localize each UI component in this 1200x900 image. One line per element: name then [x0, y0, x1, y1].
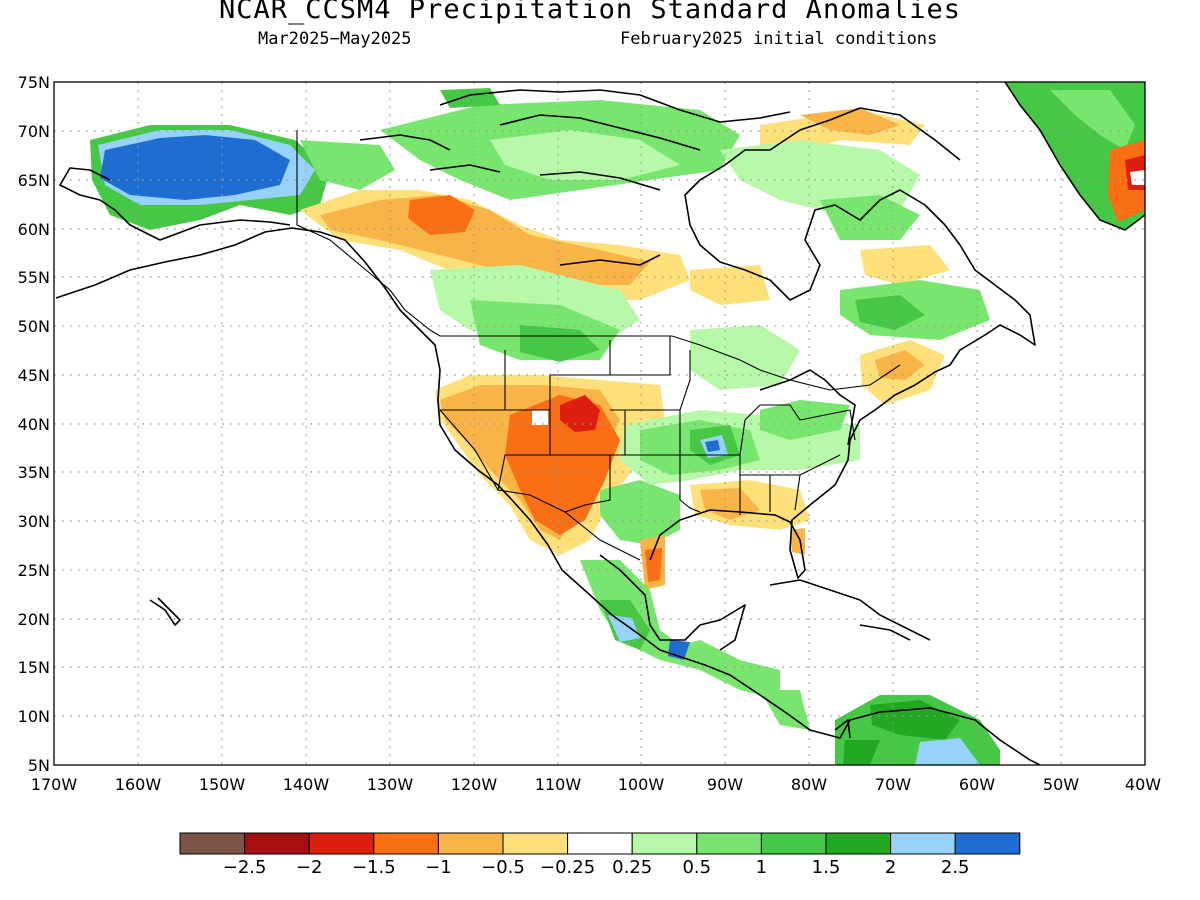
- colorbar-swatch: [308, 832, 375, 855]
- colorbar-label: −1: [425, 857, 452, 878]
- lon-label: 70W: [875, 775, 911, 794]
- colorbar-label: −1.5: [352, 857, 396, 878]
- colorbar-swatch: [825, 832, 892, 855]
- lat-label: 5N: [28, 756, 50, 775]
- colorbar-label: 1.5: [812, 857, 841, 878]
- lon-label: 160W: [115, 775, 162, 794]
- lat-label: 75N: [18, 73, 50, 92]
- lat-label: 60N: [18, 220, 50, 239]
- map-title: NCAR_CCSM4 Precipitation Standard Anomal…: [219, 0, 961, 25]
- colorbar-swatch: [567, 832, 633, 855]
- lat-label: 15N: [18, 658, 50, 677]
- colorbar-label: −0.5: [481, 857, 525, 878]
- lat-label: 55N: [18, 268, 50, 287]
- colorbar-label: 0.25: [612, 857, 652, 878]
- initial-conditions: February2025 initial conditions: [620, 29, 938, 49]
- colorbar-label: 2.5: [941, 857, 970, 878]
- colorbar-label: −2.5: [223, 857, 267, 878]
- lat-label: 65N: [18, 171, 50, 190]
- graticule: [54, 82, 1145, 765]
- lat-label: 45N: [18, 366, 50, 385]
- lon-label: 100W: [618, 775, 665, 794]
- colorbar-swatch: [373, 832, 439, 855]
- lat-label: 30N: [18, 512, 50, 531]
- lon-label: 110W: [535, 775, 582, 794]
- colorbar: −2.5 −2 −1.5 −1 −0.5 −0.25 0.25 0.5 1 1.5 2 2.5: [179, 832, 1021, 878]
- lat-label: 70N: [18, 122, 50, 141]
- map-frame: [53, 81, 1146, 766]
- longitude-labels: 170W 160W 150W 140W 130W 120W 110W 100W …: [31, 775, 1161, 794]
- lon-label: 60W: [959, 775, 995, 794]
- lat-label: 10N: [18, 707, 50, 726]
- lon-label: 40W: [1125, 775, 1161, 794]
- latitude-labels: 75N 70N 65N 60N 55N 50N 45N 40N 35N 30N …: [18, 73, 50, 775]
- coastlines: [55, 82, 1145, 765]
- colorbar-swatch: [244, 832, 310, 855]
- colorbar-swatch: [954, 832, 1021, 855]
- lat-label: 25N: [18, 561, 50, 580]
- colorbar-swatch: [760, 832, 827, 855]
- lon-label: 130W: [367, 775, 414, 794]
- colorbar-swatch: [696, 832, 762, 855]
- lon-label: 170W: [31, 775, 78, 794]
- colorbar-label: −0.25: [540, 857, 595, 878]
- colorbar-swatch: [437, 832, 504, 855]
- anomaly-field: [90, 82, 1145, 765]
- political-borders: [296, 130, 901, 561]
- colorbar-swatch: [890, 832, 956, 855]
- lon-label: 90W: [707, 775, 743, 794]
- colorbar-label: 2: [885, 857, 896, 878]
- colorbar-label: −2: [296, 857, 323, 878]
- lon-label: 150W: [199, 775, 246, 794]
- lat-label: 35N: [18, 463, 50, 482]
- lat-label: 40N: [18, 415, 50, 434]
- lon-label: 50W: [1043, 775, 1079, 794]
- forecast-period: Mar2025−May2025: [258, 29, 412, 49]
- colorbar-label: 0.5: [682, 857, 711, 878]
- lon-label: 140W: [283, 775, 330, 794]
- colorbar-swatch: [631, 832, 698, 855]
- lat-label: 50N: [18, 317, 50, 336]
- colorbar-swatch: [502, 832, 569, 855]
- colorbar-swatch: [179, 832, 246, 855]
- lat-label: 20N: [18, 610, 50, 629]
- colorbar-label: 1: [756, 857, 767, 878]
- lon-label: 80W: [791, 775, 827, 794]
- lon-label: 120W: [451, 775, 498, 794]
